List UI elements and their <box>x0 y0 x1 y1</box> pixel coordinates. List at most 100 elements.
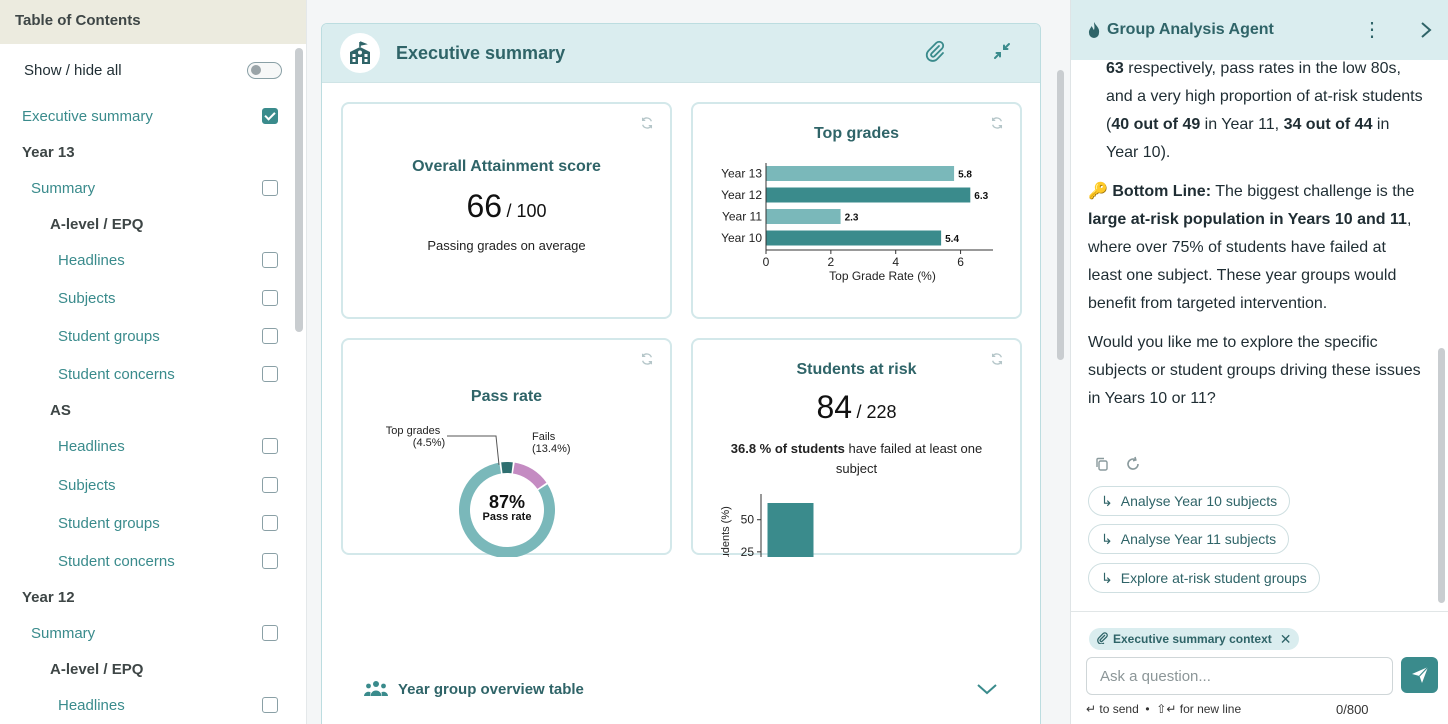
toc-item[interactable]: Subjects <box>0 283 288 313</box>
y-tick-label: 50 <box>741 513 755 527</box>
context-chip: Executive summary context ✕ <box>1089 628 1300 650</box>
toc-item[interactable]: Student groups <box>0 321 288 351</box>
toc-item[interactable]: Headlines <box>0 690 288 720</box>
close-icon[interactable]: ✕ <box>1279 630 1292 647</box>
toc-item[interactable]: Headlines <box>0 431 288 461</box>
toc-item[interactable]: Year 12 <box>0 582 288 612</box>
slice-label: Fails <box>532 431 556 443</box>
toc-item-label: A-level / EPQ <box>50 215 144 233</box>
agent-message: 63 respectively, pass rates in the low 8… <box>1088 55 1423 424</box>
attainment-card: Overall Attainment score 66 / 100 Passin… <box>341 102 672 319</box>
donut-center-value: 87% <box>489 492 525 512</box>
leader-line <box>447 435 500 466</box>
toc-item-checkbox[interactable] <box>262 366 278 382</box>
toc-item[interactable]: Student groups <box>0 508 288 538</box>
chevron-right-icon[interactable] <box>1420 21 1432 39</box>
suggestion-at-risk[interactable]: ↳ Explore at-risk student groups <box>1088 563 1320 593</box>
agent-paragraph-1: 63 respectively, pass rates in the low 8… <box>1106 60 1423 161</box>
agent-panel: Group Analysis Agent ⋮ 63 respectively, … <box>1070 0 1448 724</box>
refresh-icon[interactable] <box>640 352 654 366</box>
toc-item[interactable]: AS <box>0 395 288 425</box>
x-tick-label: 0 <box>763 255 770 269</box>
bar <box>766 187 971 203</box>
collapse-icon[interactable] <box>992 41 1012 66</box>
toc-item-checkbox[interactable] <box>262 108 278 124</box>
attainment-score: 66 / 100 <box>343 188 670 225</box>
toc-item-label: AS <box>50 401 71 419</box>
main-content: Executive summary Overall Attainment sco… <box>307 0 1070 724</box>
toc-scrollbar[interactable] <box>295 48 303 332</box>
chevron-down-icon[interactable] <box>976 682 998 696</box>
panel-header: Executive summary <box>322 24 1040 83</box>
at-risk-score: 84 / 228 <box>693 389 1020 426</box>
pass-rate-donut: 87%Pass rate Top grades(4.5%) Fails(13.4%)… <box>386 425 571 557</box>
toc-item-label: Subjects <box>58 289 116 307</box>
refresh-icon[interactable] <box>990 116 1004 130</box>
bar-category-label: Year 11 <box>722 210 762 224</box>
attainment-note: Passing grades on average <box>427 238 586 253</box>
toc-item-checkbox[interactable] <box>262 625 278 641</box>
toc-item-label: Student groups <box>58 327 160 345</box>
attainment-value: 66 <box>466 188 503 224</box>
agent-scrollbar[interactable] <box>1438 348 1445 603</box>
toc-item-checkbox[interactable] <box>262 697 278 713</box>
x-tick-label: 4 <box>892 255 899 269</box>
toc-item-label: A-level / EPQ <box>50 660 144 678</box>
show-hide-all-toggle[interactable] <box>247 61 282 79</box>
character-count: 0/800 <box>1336 702 1369 717</box>
suggestion-label: Analyse Year 10 subjects <box>1120 493 1278 509</box>
toc-item[interactable]: Year 13 <box>0 137 288 167</box>
toc-item-label: Executive summary <box>22 107 153 125</box>
toc-item-checkbox[interactable] <box>262 252 278 268</box>
copy-icon[interactable] <box>1095 457 1109 471</box>
x-tick-label: 2 <box>828 255 835 269</box>
bar <box>766 230 942 246</box>
at-risk-note-rest: have failed at least one subject <box>835 441 983 476</box>
refresh-icon[interactable] <box>640 116 654 130</box>
context-chip-label: Executive summary context <box>1113 632 1272 646</box>
suggestion-year11[interactable]: ↳ Analyse Year 11 subjects <box>1088 524 1290 554</box>
toc-item-checkbox[interactable] <box>262 515 278 531</box>
panel-title: Executive summary <box>396 42 566 63</box>
toc-item-checkbox[interactable] <box>262 477 278 493</box>
refresh-icon[interactable] <box>990 352 1004 366</box>
agent-header: Group Analysis Agent ⋮ <box>1071 0 1448 60</box>
toc-item-label: Student concerns <box>58 365 175 383</box>
toc-item-label: Headlines <box>58 251 125 269</box>
send-button[interactable] <box>1401 657 1438 693</box>
x-tick-label: 6 <box>957 255 964 269</box>
attainment-title: Overall Attainment score <box>412 158 601 175</box>
toc-item[interactable]: Executive summary <box>0 101 288 131</box>
toc-item[interactable]: Student concerns <box>0 359 288 389</box>
at-risk-chart: 0123+02550Grades failedStudents (%) <box>720 494 814 557</box>
show-hide-all-row[interactable]: Show / hide all <box>0 55 288 85</box>
regenerate-icon[interactable] <box>1125 456 1141 472</box>
suggestion-year10[interactable]: ↳ Analyse Year 10 subjects <box>1088 486 1291 516</box>
input-hint: ↵ to send • ⇧↵ for new line <box>1086 702 1242 716</box>
toc-item[interactable]: Headlines <box>0 245 288 275</box>
question-input[interactable] <box>1086 657 1393 695</box>
at-risk-card: Students at risk 84 / 228 36.8 % of stud… <box>691 338 1022 557</box>
toc-item[interactable]: Subjects <box>0 470 288 500</box>
more-options-icon[interactable]: ⋮ <box>1362 19 1382 41</box>
toc-item[interactable]: Summary <box>0 618 288 648</box>
at-risk-note-bold: 36.8 % of students <box>730 441 845 456</box>
attach-icon[interactable] <box>924 40 946 67</box>
toc-item-checkbox[interactable] <box>262 553 278 569</box>
paperclip-icon <box>1097 631 1108 647</box>
bar-data-label: 5.8 <box>958 170 972 181</box>
toc-item-checkbox[interactable] <box>262 328 278 344</box>
toc-item-checkbox[interactable] <box>262 438 278 454</box>
pie-slice <box>501 462 513 474</box>
bar-category-label: Year 10 <box>721 231 762 245</box>
toc-item[interactable]: Student concerns <box>0 546 288 576</box>
content-scrollbar[interactable] <box>1057 70 1064 360</box>
key-icon: 🔑 <box>1088 183 1108 200</box>
toc-item-checkbox[interactable] <box>262 180 278 196</box>
toc-item[interactable]: A-level / EPQ <box>0 654 288 684</box>
toc-item-label: Summary <box>31 624 96 642</box>
toc-item[interactable]: Summary <box>0 173 288 203</box>
toc-item[interactable]: A-level / EPQ <box>0 209 288 239</box>
toc-item-checkbox[interactable] <box>262 290 278 306</box>
year-group-table-toggle[interactable]: Year group overview table <box>322 669 1040 709</box>
